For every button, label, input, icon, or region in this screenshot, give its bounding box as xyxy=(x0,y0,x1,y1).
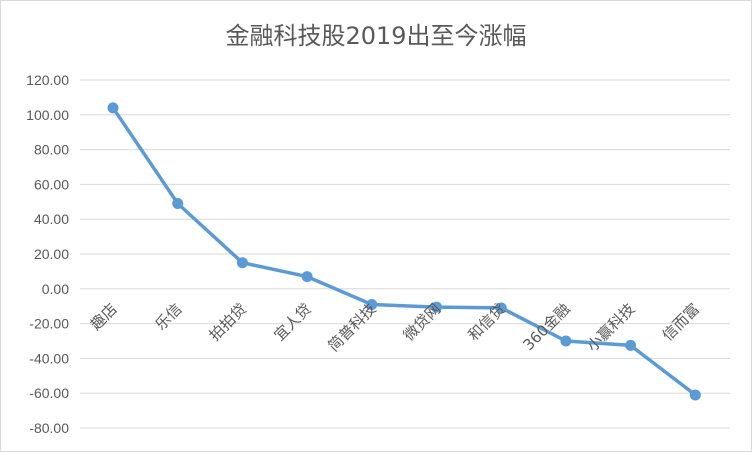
data-point xyxy=(625,339,637,351)
y-tick-label: 0.00 xyxy=(42,281,69,297)
x-tick-label: 简普科技 xyxy=(324,300,379,355)
data-point xyxy=(366,298,378,310)
x-tick-label: 趣店 xyxy=(87,300,121,334)
data-points xyxy=(107,102,701,401)
series-polyline xyxy=(111,106,698,397)
y-tick-label: -40.00 xyxy=(29,350,69,366)
series-line xyxy=(111,106,698,397)
y-axis: 120.00 100.00 80.00 60.00 40.00 20.00 0.00 -20.… xyxy=(26,72,69,436)
y-tick-label: 80.00 xyxy=(34,142,69,158)
data-point xyxy=(431,301,442,313)
x-axis: 趣店 乐信 拍拍贷 宜人贷 简普科技 微贷网 和信贷 360金融 小赢科技 信而富 xyxy=(87,300,703,355)
y-tick-label: -60.00 xyxy=(29,385,69,401)
y-tick-label: 20.00 xyxy=(34,246,69,262)
data-point xyxy=(560,335,572,347)
data-point xyxy=(107,102,119,114)
y-tick-label: 60.00 xyxy=(34,176,69,192)
x-tick-label: 宜人贷 xyxy=(270,300,315,345)
gridlines xyxy=(80,79,730,429)
chart-title: 金融科技股2019出至今涨幅 xyxy=(225,22,526,50)
y-tick-label: -80.00 xyxy=(29,420,69,436)
y-tick-label: -20.00 xyxy=(29,316,69,332)
x-tick-label: 拍拍贷 xyxy=(206,300,251,345)
data-point xyxy=(236,257,248,269)
data-point xyxy=(689,389,701,401)
x-tick-label: 信而富 xyxy=(659,300,704,345)
y-tick-label: 40.00 xyxy=(34,211,69,227)
y-tick-label: 100.00 xyxy=(26,107,69,123)
x-tick-label: 乐信 xyxy=(152,300,186,334)
data-point xyxy=(172,198,184,210)
data-point xyxy=(495,302,507,314)
y-tick-label: 120.00 xyxy=(26,72,69,88)
data-point xyxy=(301,271,313,283)
